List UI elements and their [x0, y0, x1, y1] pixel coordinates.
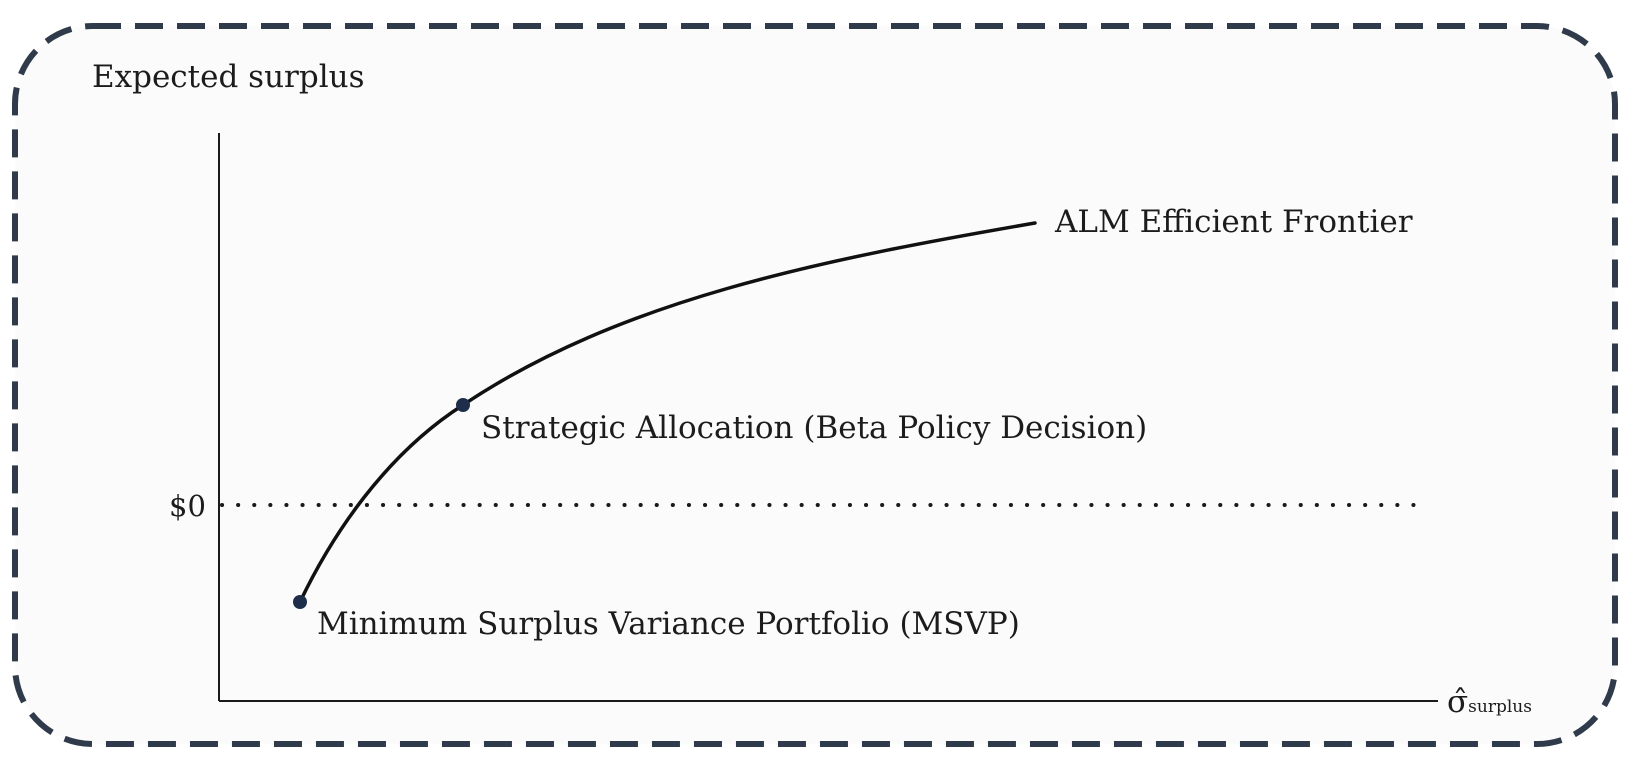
annotation-msvp: Minimum Surplus Variance Portfolio (MSVP…	[317, 606, 1020, 642]
dashed-frame	[12, 23, 1618, 747]
msvp-point	[293, 595, 307, 609]
x-axis-symbol: σ̂	[1447, 684, 1468, 720]
strategic-allocation-point	[456, 398, 470, 412]
frontier-curve	[298, 221, 1037, 604]
series-label-frontier: ALM Efficient Frontier	[1054, 204, 1413, 240]
y-axis-label: Expected surplus	[92, 59, 365, 95]
y-tick-zero-label: $0	[169, 489, 206, 523]
annotation-strategic-allocation: Strategic Allocation (Beta Policy Decisi…	[481, 410, 1147, 446]
x-axis-subscript: surplus	[1468, 697, 1532, 717]
x-axis-label: σ̂surplus	[1447, 684, 1532, 720]
